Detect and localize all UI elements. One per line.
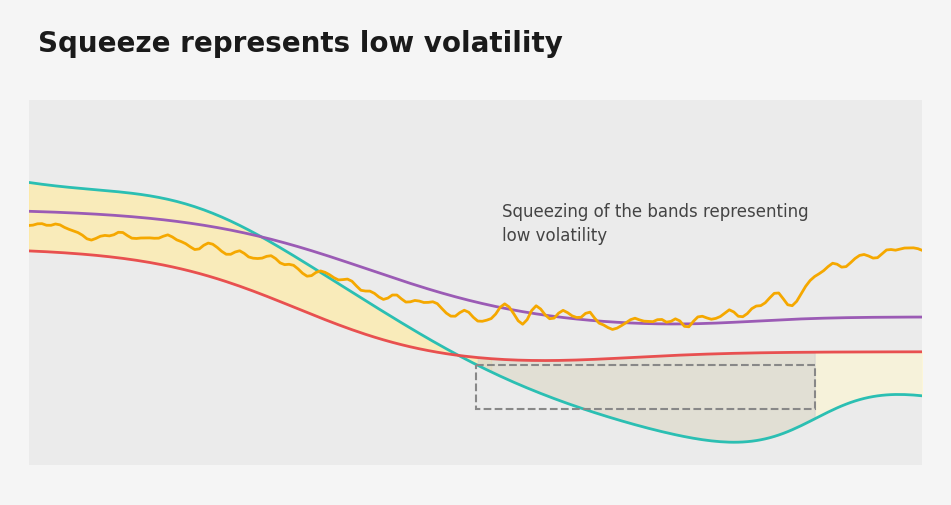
Text: Squeeze represents low volatility: Squeeze represents low volatility <box>38 30 563 58</box>
Bar <box>476 366 815 409</box>
Text: Squeezing of the bands representing
low volatility: Squeezing of the bands representing low … <box>502 203 809 244</box>
